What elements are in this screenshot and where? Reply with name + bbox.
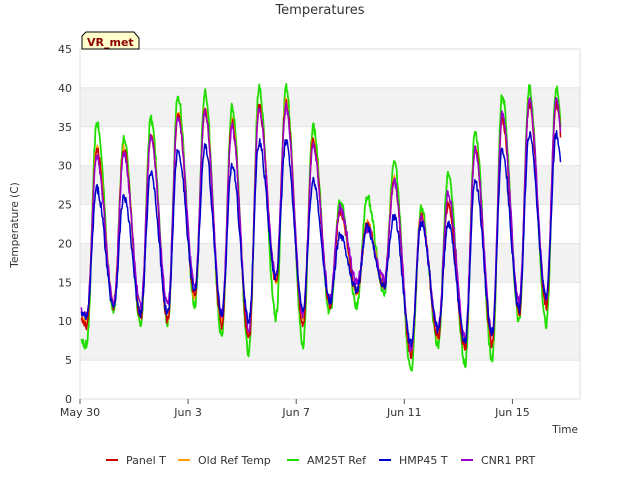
legend-label: Old Ref Temp: [198, 454, 271, 467]
chart-title: Temperatures: [274, 3, 364, 18]
y-tick-label: 5: [65, 354, 72, 367]
series-line-cnr1-prt: [80, 96, 562, 352]
legend-label: HMP45 T: [399, 454, 448, 467]
plot-frame: [79, 48, 581, 400]
x-tick-label: Jun 11: [386, 406, 422, 419]
series-lines: [80, 83, 562, 372]
x-tick-label: May 30: [60, 406, 100, 419]
y-tick-label: 30: [58, 160, 72, 173]
legend-label: CNR1 PRT: [481, 454, 536, 467]
band-stripe: [80, 321, 580, 361]
x-axis-ticks: May 30 Jun 3 Jun 7 Jun 11 Jun 15: [60, 399, 530, 419]
badge-box: [81, 31, 140, 50]
x-tick-label: Jun 7: [281, 406, 310, 419]
legend-label: Panel T: [126, 454, 166, 467]
legend: Panel T Old Ref Temp AM25T Ref HMP45 T CNR1 …: [106, 454, 536, 467]
band-stripe: [80, 165, 580, 205]
y-tick-label: 40: [58, 82, 72, 95]
legend-label: AM25T Ref: [307, 454, 367, 467]
x-axis-title: Time: [551, 424, 578, 436]
series-line-hmp45-t: [80, 130, 562, 348]
y-tick-label: 20: [58, 237, 72, 250]
band-stripe: [80, 87, 580, 127]
y-axis-title: Temperature (C): [9, 182, 21, 268]
x-tick-label: Jun 15: [494, 406, 530, 419]
y-tick-label: 35: [58, 121, 72, 134]
y-tick-label: 10: [58, 315, 72, 328]
y-tick-label: 45: [58, 43, 72, 56]
x-tick-label: Jun 3: [173, 406, 202, 419]
band-stripe: [80, 243, 580, 283]
y-tick-label: 25: [58, 199, 72, 212]
y-tick-label: 0: [65, 393, 72, 406]
badge-label: VR_met: [87, 36, 134, 49]
station-badge: VR_met: [81, 31, 140, 50]
y-axis-ticks: 0 5 10 15 20 25 30 35 40 45: [58, 43, 72, 406]
y-tick-label: 15: [58, 276, 72, 289]
